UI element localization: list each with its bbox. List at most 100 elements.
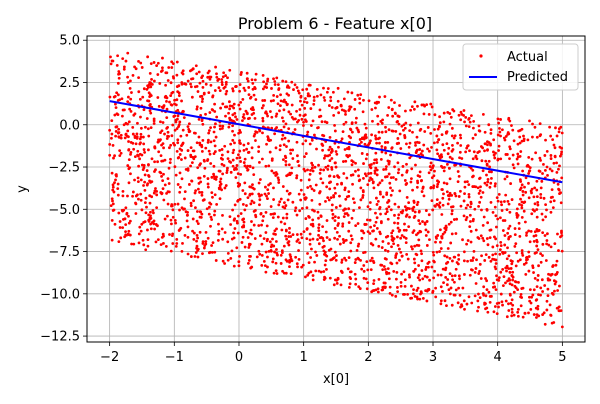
actual-point [295,109,298,113]
actual-point [215,115,219,119]
actual-point [331,216,335,220]
actual-point [134,67,138,71]
actual-point [518,202,521,206]
actual-point [450,126,454,130]
actual-point [333,123,336,127]
actual-point [305,206,309,210]
actual-point [282,244,286,248]
actual-point [257,249,261,253]
actual-point [189,201,193,205]
actual-point [514,242,518,246]
actual-point [536,304,540,308]
actual-point [457,195,461,198]
actual-point [505,315,509,319]
actual-point [189,204,193,208]
actual-point [510,310,514,314]
actual-point [152,117,156,121]
actual-point [496,199,500,203]
actual-point [346,90,350,94]
actual-point [506,200,510,203]
actual-point [199,162,202,166]
actual-point [441,203,445,207]
actual-point [387,106,391,109]
actual-point [173,202,177,206]
actual-point [220,80,224,84]
actual-point [539,158,542,162]
actual-point [144,125,147,129]
actual-point [549,196,553,199]
actual-point [126,194,129,198]
actual-point [169,143,173,147]
actual-point [186,225,190,229]
actual-point [200,145,204,149]
actual-point [238,149,242,153]
actual-point [136,153,139,157]
actual-point [225,89,229,93]
actual-point [321,225,325,228]
actual-point [115,63,119,67]
actual-point [204,82,208,86]
actual-point [426,147,429,151]
actual-point [466,239,470,242]
actual-point [177,123,181,127]
actual-point [148,103,152,107]
actual-point [534,151,538,155]
actual-point [275,272,279,275]
actual-point [127,140,130,143]
actual-point [344,207,347,211]
actual-point [445,190,449,194]
actual-point [517,227,521,231]
actual-point [152,61,156,64]
actual-point [293,209,297,213]
actual-point [126,164,130,167]
actual-point [185,133,189,137]
actual-point [296,238,300,241]
actual-point [196,187,200,191]
actual-point [137,76,140,80]
actual-point [486,148,489,152]
actual-point [374,211,377,215]
actual-point [424,228,428,232]
actual-point [126,51,130,55]
actual-point [363,142,367,146]
actual-point [558,164,561,168]
actual-point [486,310,490,314]
actual-point [375,101,379,105]
actual-point [265,86,269,89]
actual-point [278,200,282,204]
actual-point [192,237,196,241]
actual-point [193,155,197,159]
actual-point [535,208,539,211]
actual-point [448,292,452,296]
actual-point [302,193,306,196]
x-tick-label: 5 [558,350,566,365]
actual-point [496,217,500,221]
actual-point [258,252,262,256]
actual-point [385,175,389,178]
actual-point [356,222,360,225]
actual-point [485,173,488,177]
actual-point [516,152,520,156]
actual-point [489,181,493,185]
actual-point [285,85,289,89]
actual-point [354,258,358,261]
actual-point [379,120,383,123]
actual-point [377,244,381,248]
actual-point [119,236,123,240]
actual-point [540,212,544,216]
actual-point [359,186,363,190]
actual-point [454,267,458,271]
actual-point [400,173,404,177]
actual-point [391,189,394,192]
actual-point [324,199,327,203]
actual-point [421,220,424,223]
actual-point [549,210,553,214]
actual-point [232,148,236,152]
actual-point [228,68,232,72]
actual-point [450,232,454,236]
actual-point [435,185,439,189]
actual-point [212,139,216,143]
actual-point [376,137,380,141]
y-tick-label: −5.0 [48,203,80,218]
actual-point [540,179,544,183]
